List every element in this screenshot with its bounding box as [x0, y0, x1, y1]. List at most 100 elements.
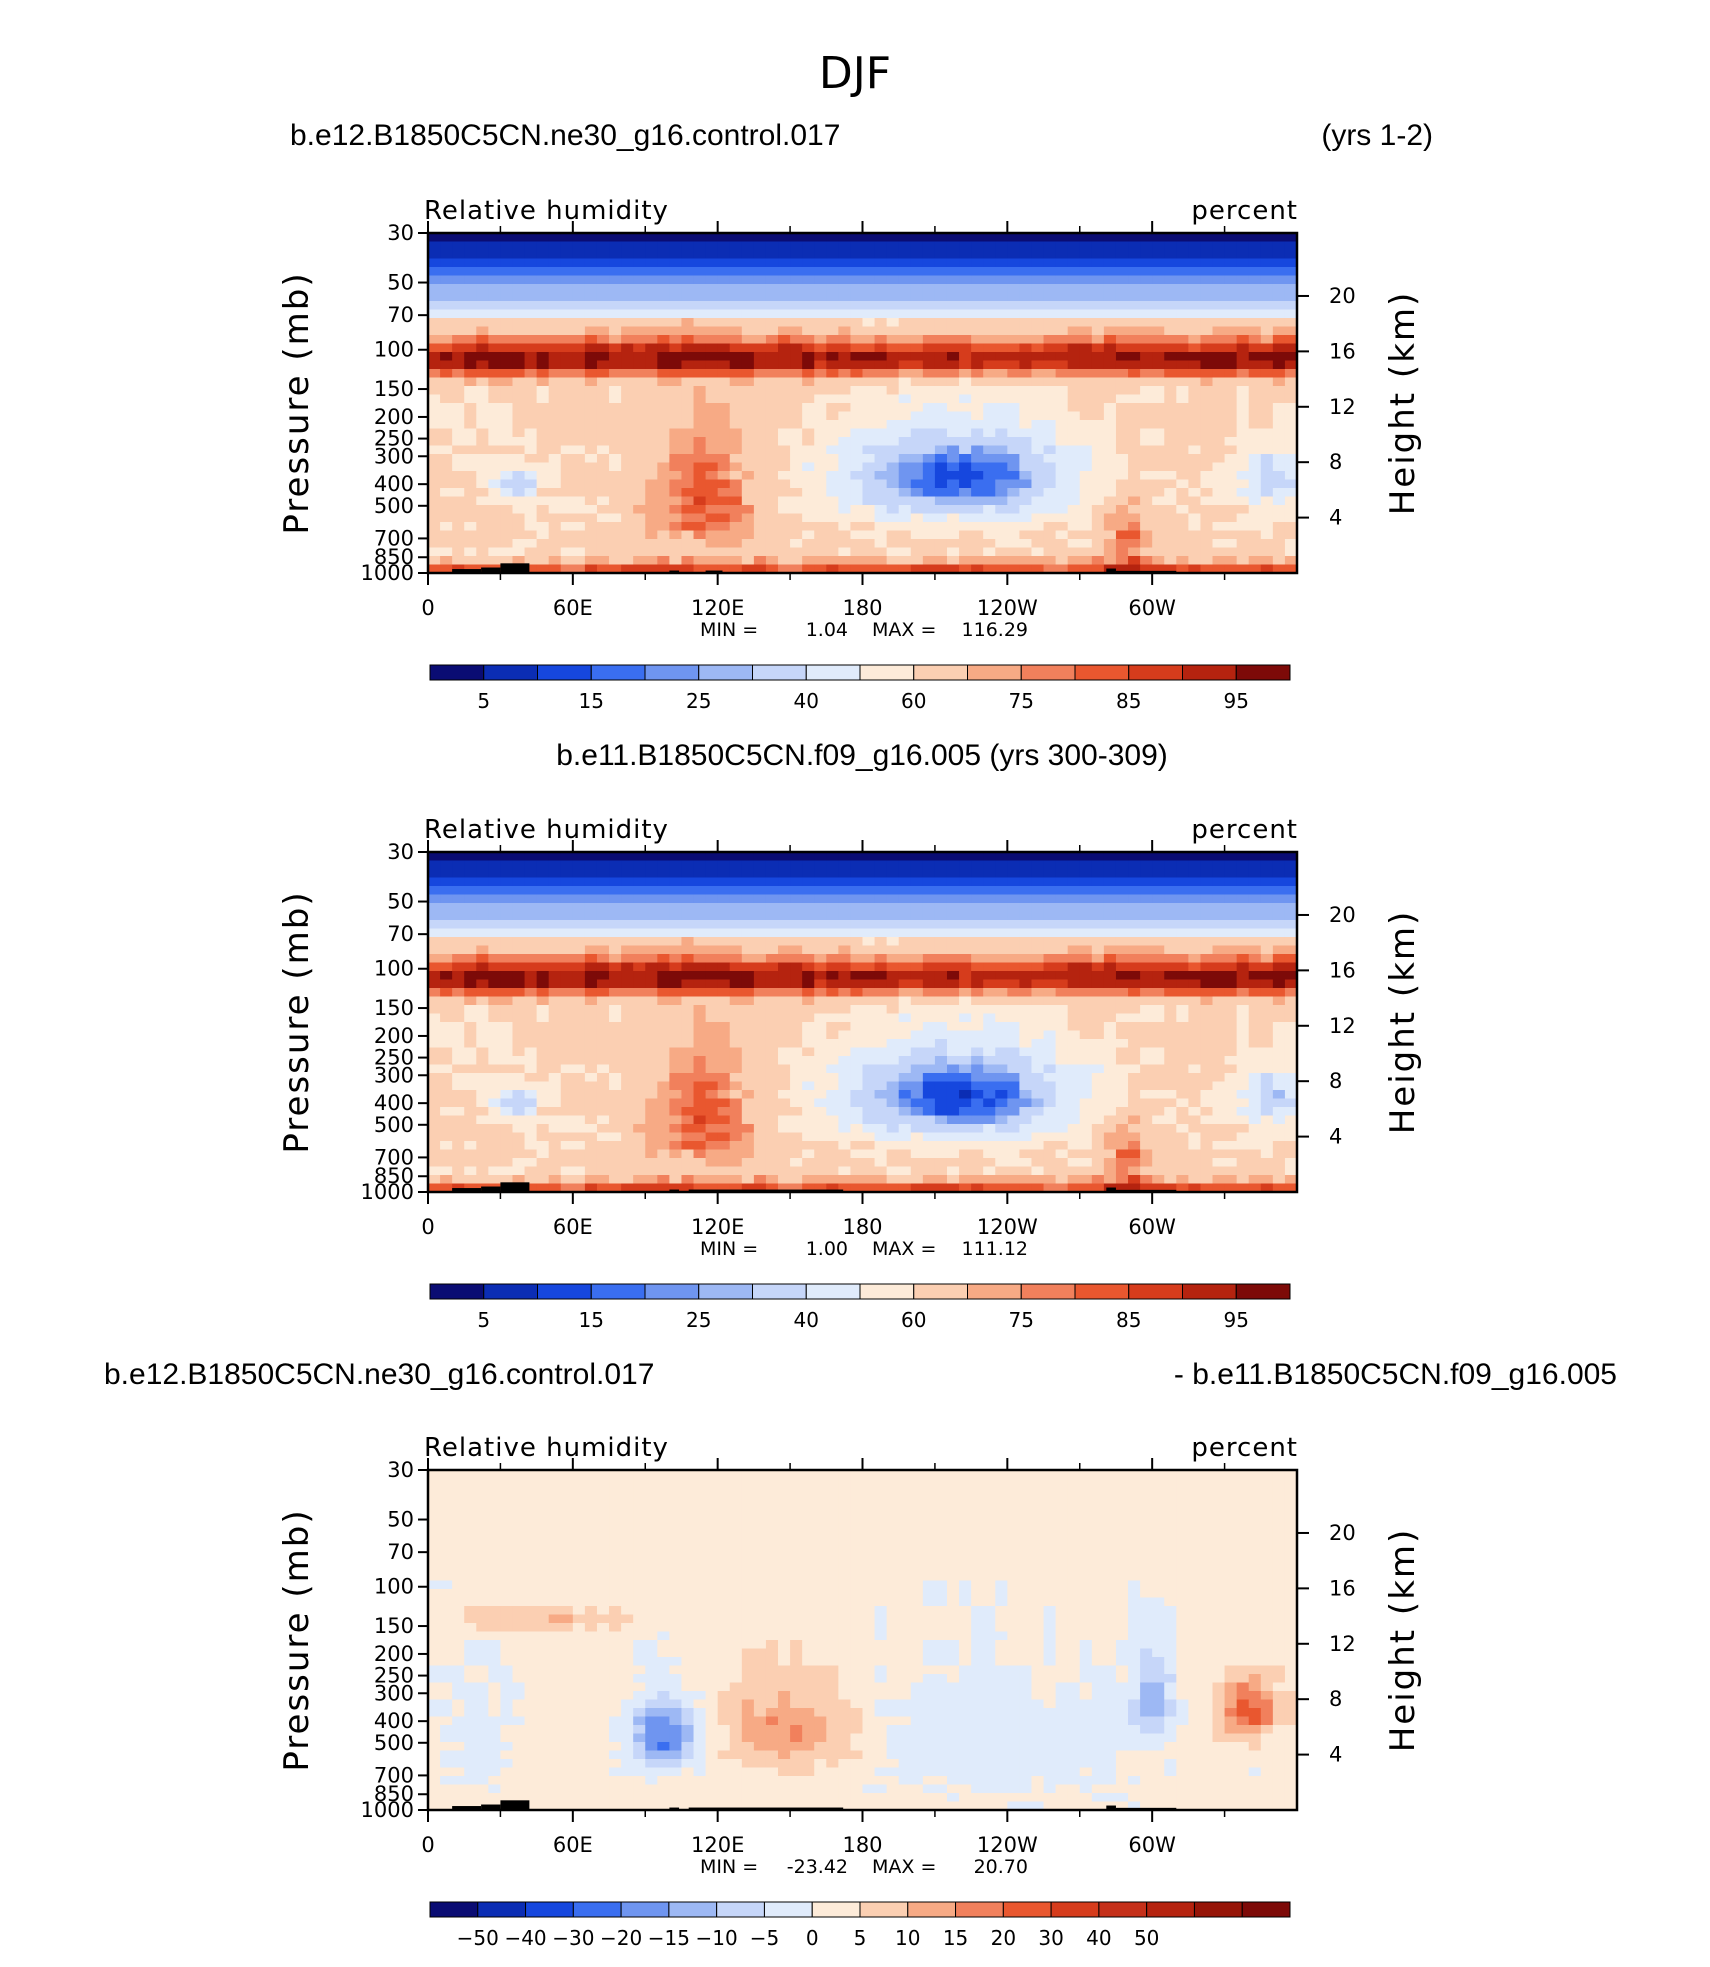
- field-cell: [790, 1073, 803, 1083]
- field-cell: [452, 1005, 465, 1015]
- field-cell: [1115, 420, 1129, 430]
- field-cell: [1212, 437, 1226, 447]
- field-cell: [765, 369, 779, 379]
- field-cell: [1019, 869, 1033, 879]
- field-cell: [705, 1081, 719, 1091]
- field-cell: [1188, 962, 1202, 972]
- field-cell: [922, 886, 936, 896]
- field-cell: [1260, 1030, 1274, 1040]
- field-cell: [584, 962, 598, 972]
- field-cell: [729, 869, 743, 879]
- field-cell: [1031, 928, 1045, 938]
- field-cell: [778, 488, 791, 498]
- field-cell: [633, 971, 646, 981]
- field-cell: [500, 971, 514, 981]
- field-cell: [609, 971, 622, 981]
- field-cell: [1164, 1047, 1177, 1057]
- field-cell: [814, 250, 827, 260]
- field-cell: [850, 937, 864, 947]
- field-cell: [596, 996, 610, 1006]
- field-cell: [1152, 903, 1165, 913]
- field-cell: [536, 522, 550, 532]
- field-cell: [934, 1073, 948, 1083]
- field-cell: [681, 1056, 695, 1066]
- field-cell: [874, 394, 888, 404]
- field-cell: [705, 852, 719, 862]
- field-cell: [765, 445, 779, 455]
- field-cell: [1176, 377, 1189, 387]
- field-cell: [452, 454, 465, 464]
- y2-tick-label: 12: [1329, 395, 1356, 419]
- field-cell: [560, 369, 574, 379]
- field-cell: [838, 267, 852, 277]
- field-cell: [1176, 258, 1189, 268]
- field-cell: [753, 326, 767, 336]
- field-cell: [862, 411, 876, 421]
- field-cell: [476, 258, 489, 268]
- field-cell: [1248, 979, 1262, 989]
- field-cell: [778, 877, 791, 887]
- field-cell: [1236, 267, 1250, 277]
- field-cell: [778, 301, 791, 311]
- field-cell: [741, 911, 755, 921]
- field-cell: [584, 488, 598, 498]
- field-cell: [886, 971, 900, 981]
- field-cell: [778, 250, 791, 260]
- field-cell: [850, 505, 864, 515]
- field-cell: [500, 275, 514, 285]
- field-cell: [681, 471, 695, 481]
- field-cell: [1224, 505, 1238, 515]
- field-cell: [657, 301, 670, 311]
- field-cell: [1188, 360, 1202, 370]
- field-cell: [488, 437, 502, 447]
- field-cell: [596, 318, 610, 328]
- field-cell: [621, 860, 634, 870]
- field-cell: [1164, 877, 1177, 887]
- field-cell: [476, 886, 489, 896]
- field-cell: [850, 1064, 864, 1074]
- field-cell: [1224, 1030, 1238, 1040]
- field-cell: [910, 894, 924, 904]
- field-cell: [874, 903, 888, 913]
- field-cell: [572, 258, 586, 268]
- field-cell: [1091, 258, 1105, 268]
- field-cell: [717, 437, 731, 447]
- field-cell: [1067, 920, 1081, 930]
- y-tick-label: 1000: [361, 561, 414, 585]
- field-cell: [705, 945, 719, 955]
- field-cell: [681, 428, 695, 438]
- field-cell: [850, 394, 864, 404]
- field-cell: [621, 945, 634, 955]
- field-cell: [729, 513, 743, 523]
- field-cell: [524, 539, 538, 549]
- field-cell: [862, 471, 876, 481]
- field-cell: [1152, 360, 1165, 370]
- field-cell: [705, 496, 719, 506]
- field-cell: [1128, 377, 1141, 387]
- field-cell: [1043, 1039, 1057, 1049]
- field-cell: [1236, 301, 1250, 311]
- field-cell: [922, 852, 936, 862]
- field-cell: [621, 920, 634, 930]
- field-cell: [1043, 479, 1057, 489]
- field-cell: [934, 556, 948, 566]
- field-cell: [1115, 886, 1129, 896]
- field-cell: [596, 1081, 610, 1091]
- field-cell: [1031, 903, 1045, 913]
- field-cell: [874, 920, 888, 930]
- field-cell: [1103, 445, 1117, 455]
- field-cell: [693, 1073, 707, 1083]
- field-cell: [778, 309, 791, 319]
- field-cell: [838, 505, 852, 515]
- field-cell: [1019, 284, 1033, 294]
- field-cell: [717, 860, 731, 870]
- field-cell: [729, 301, 743, 311]
- field-cell: [488, 852, 502, 862]
- field-cell: [729, 1073, 743, 1083]
- field-cell: [1272, 988, 1286, 998]
- field-cell: [1043, 971, 1057, 981]
- field-cell: [995, 903, 1008, 913]
- field-cell: [983, 241, 996, 251]
- field-cell: [1188, 564, 1202, 574]
- field-cell: [959, 979, 972, 989]
